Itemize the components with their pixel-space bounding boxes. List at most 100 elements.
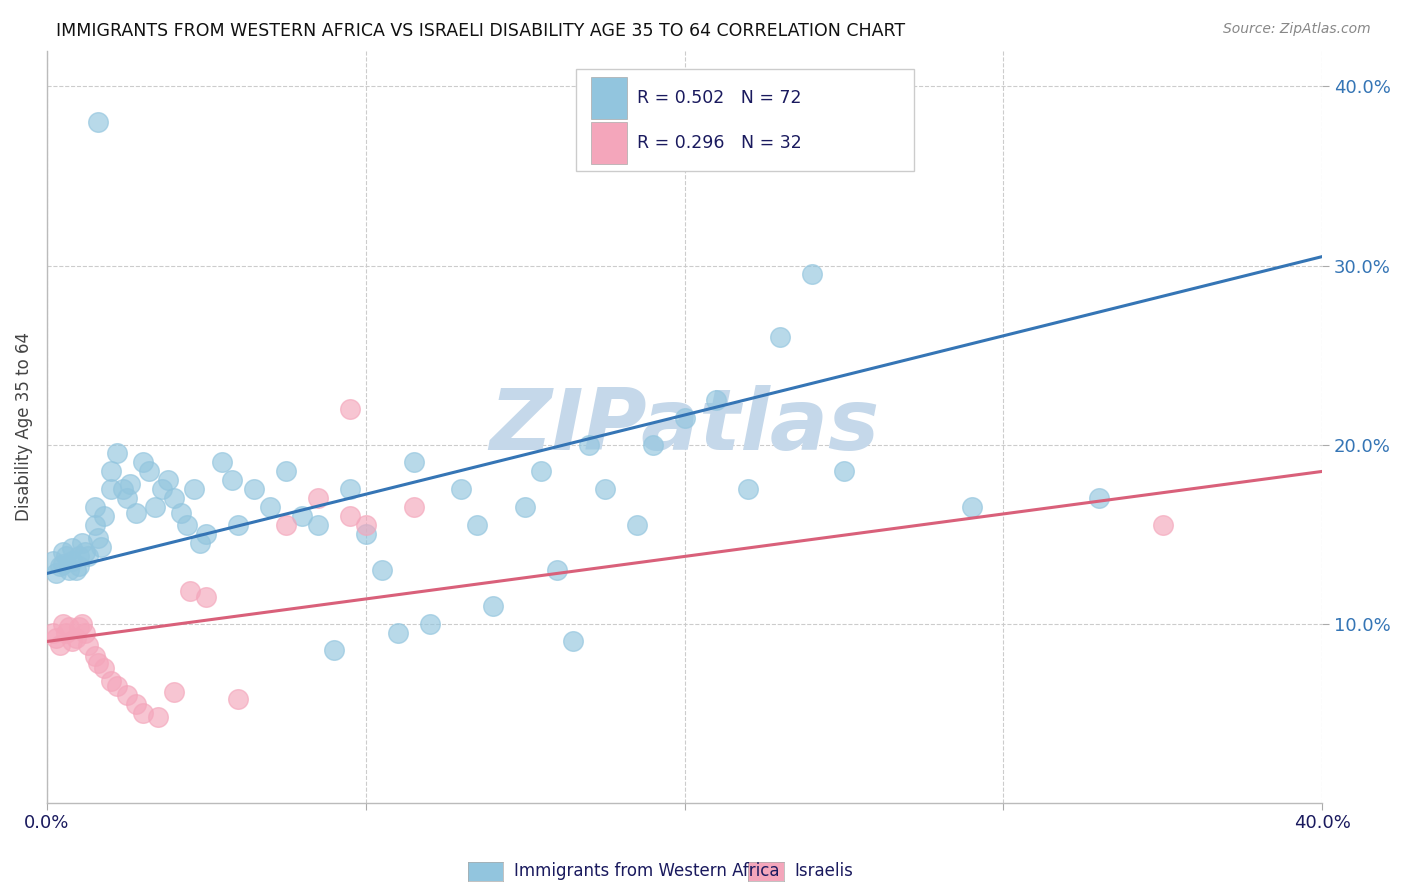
- Point: [402, 455, 425, 469]
- Text: R = 0.502   N = 72: R = 0.502 N = 72: [637, 89, 801, 107]
- Point: [673, 410, 696, 425]
- Point: [467, 518, 489, 533]
- Point: [60, 634, 83, 648]
- Point: [387, 625, 409, 640]
- Point: [195, 590, 218, 604]
- Point: [1152, 518, 1174, 533]
- Point: [131, 706, 153, 720]
- Point: [48, 638, 70, 652]
- Point: [58, 563, 80, 577]
- Point: [960, 500, 983, 515]
- Point: [118, 477, 141, 491]
- Point: [83, 518, 105, 533]
- Point: [67, 620, 90, 634]
- Point: [291, 509, 314, 524]
- Point: [105, 446, 128, 460]
- Point: [402, 500, 425, 515]
- Point: [195, 527, 218, 541]
- Point: [450, 483, 472, 497]
- Point: [274, 518, 297, 533]
- Point: [138, 464, 160, 478]
- Text: Immigrants from Western Africa: Immigrants from Western Africa: [515, 863, 780, 880]
- Point: [354, 527, 377, 541]
- Point: [706, 392, 728, 407]
- Point: [87, 115, 110, 129]
- Point: [148, 709, 170, 723]
- Point: [105, 679, 128, 693]
- Point: [55, 549, 77, 563]
- Point: [55, 625, 77, 640]
- Point: [530, 464, 553, 478]
- Point: [90, 540, 112, 554]
- Point: [75, 625, 97, 640]
- FancyBboxPatch shape: [576, 70, 914, 171]
- Point: [60, 541, 83, 556]
- Point: [157, 474, 180, 488]
- Point: [221, 474, 243, 488]
- Point: [226, 691, 249, 706]
- Point: [578, 437, 600, 451]
- Point: [226, 518, 249, 533]
- Point: [183, 483, 205, 497]
- Point: [354, 518, 377, 533]
- Point: [176, 518, 198, 533]
- Point: [163, 684, 186, 698]
- Text: IMMIGRANTS FROM WESTERN AFRICA VS ISRAELI DISABILITY AGE 35 TO 64 CORRELATION CH: IMMIGRANTS FROM WESTERN AFRICA VS ISRAEL…: [56, 22, 905, 40]
- Bar: [592, 78, 627, 119]
- Point: [45, 566, 67, 581]
- Point: [339, 509, 361, 524]
- Point: [58, 620, 80, 634]
- Point: [112, 483, 135, 497]
- Point: [307, 518, 329, 533]
- Point: [100, 464, 122, 478]
- Point: [42, 625, 65, 640]
- Point: [418, 616, 440, 631]
- Point: [67, 559, 90, 574]
- Point: [832, 464, 855, 478]
- Point: [562, 634, 585, 648]
- Point: [769, 330, 792, 344]
- Point: [307, 491, 329, 506]
- Point: [179, 584, 201, 599]
- Point: [737, 483, 759, 497]
- Point: [83, 500, 105, 515]
- Text: ZIPatlas: ZIPatlas: [489, 385, 880, 468]
- Point: [87, 531, 110, 545]
- Point: [170, 506, 193, 520]
- Point: [48, 559, 70, 574]
- Point: [70, 536, 93, 550]
- Point: [150, 483, 173, 497]
- Text: Source: ZipAtlas.com: Source: ZipAtlas.com: [1223, 22, 1371, 37]
- Point: [60, 554, 83, 568]
- Point: [93, 661, 115, 675]
- Point: [131, 455, 153, 469]
- Point: [115, 688, 138, 702]
- Point: [45, 631, 67, 645]
- Point: [243, 483, 266, 497]
- Point: [188, 536, 211, 550]
- Point: [322, 643, 344, 657]
- Point: [52, 558, 75, 572]
- Point: [70, 616, 93, 631]
- Point: [100, 673, 122, 688]
- Point: [65, 563, 87, 577]
- Point: [482, 599, 505, 613]
- Point: [339, 483, 361, 497]
- Point: [115, 491, 138, 506]
- Point: [143, 500, 166, 515]
- Point: [87, 656, 110, 670]
- Point: [546, 563, 568, 577]
- Text: Israelis: Israelis: [794, 863, 853, 880]
- Point: [75, 545, 97, 559]
- Point: [370, 563, 392, 577]
- Point: [93, 509, 115, 524]
- Point: [801, 268, 824, 282]
- Point: [626, 518, 648, 533]
- Point: [259, 500, 281, 515]
- Bar: [592, 122, 627, 164]
- Point: [77, 549, 100, 563]
- Point: [65, 631, 87, 645]
- Point: [67, 549, 90, 563]
- Point: [52, 616, 75, 631]
- Text: R = 0.296   N = 32: R = 0.296 N = 32: [637, 134, 803, 153]
